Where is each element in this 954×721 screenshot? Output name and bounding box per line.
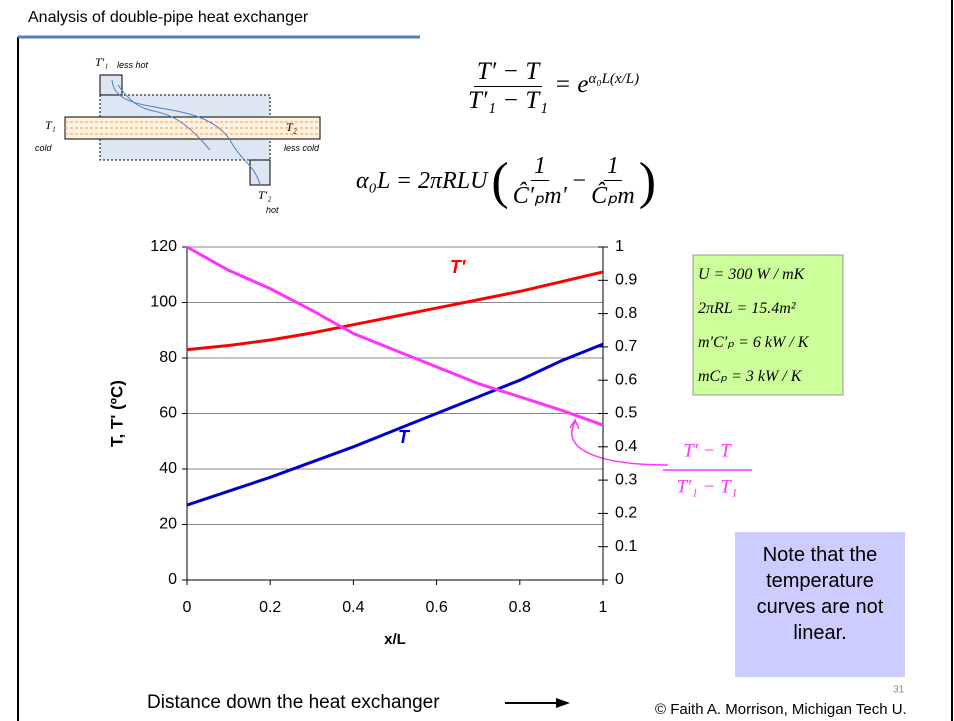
eq-den: Ĉ′ₚm′ <box>512 183 567 209</box>
ratio-denominator: T′₁ − T₁ <box>677 476 738 497</box>
eq-den: Ĉₚm <box>591 183 635 209</box>
ratio-arrow <box>571 421 669 466</box>
y2-tick-label: 1 <box>615 238 624 255</box>
y-axis-label: T, T' (ºC) <box>107 380 126 447</box>
y2-tick-label: 0.5 <box>615 405 637 422</box>
eq-minus: − <box>570 168 588 194</box>
parameter: m′C′ₚ = 6 kW / K <box>698 334 809 351</box>
y2-tick-label: 0.1 <box>615 538 637 555</box>
y2-tick-label: 0 <box>615 571 624 588</box>
series-label: T <box>398 427 411 447</box>
exchanger-diagram <box>64 74 321 186</box>
y2-tick-label: 0.8 <box>615 305 637 322</box>
parameter: mCₚ = 3 kW / K <box>698 368 802 385</box>
equation-alpha: α₀L = 2πRLU ( 1 Ĉ′ₚm′ − 1 Ĉₚm ) <box>356 152 656 211</box>
eq-paren: ( <box>491 153 509 210</box>
parameter: 2πRL = 15.4m² <box>698 300 796 317</box>
x-tick-label: 0.6 <box>425 599 447 616</box>
x-tick-label: 0 <box>183 599 192 616</box>
eq-exponent: α₀L(x/L) <box>588 70 640 87</box>
diagram-label: less cold <box>284 143 320 153</box>
parameter-list: U = 300 W / mK 2πRL = 15.4m² m′C′ₚ = 6 kW … <box>698 258 808 394</box>
eq-numerator: T′ − T <box>473 58 543 87</box>
x-axis-label: x/L <box>384 631 406 648</box>
ratio-numerator: T′ − T <box>683 440 732 461</box>
eq-lhs: α₀L = 2πRLU <box>356 168 488 194</box>
y2-tick-label: 0.9 <box>615 272 637 289</box>
eq-num: 1 <box>603 153 622 181</box>
slide-title: Analysis of double-pipe heat exchanger <box>28 9 309 26</box>
ratio-arrow-head <box>569 418 580 430</box>
x-tick-label: 0.2 <box>259 599 281 616</box>
diagram-label: T₂ <box>286 120 297 134</box>
y2-tick-label: 0.7 <box>615 338 637 355</box>
y2-tick-label: 0.2 <box>615 505 637 522</box>
x-tick-label: 0.8 <box>509 599 531 616</box>
diagram-label: less hot <box>117 60 149 70</box>
y-tick-label: 80 <box>159 349 177 366</box>
equation-ratio: T′ − T T′₁ − T₁ = eα₀L(x/L) <box>468 58 639 115</box>
y2-tick-label: 0.3 <box>615 471 637 488</box>
series-line <box>186 245 604 427</box>
series-line <box>186 342 604 507</box>
diagram-label: T′₂ <box>258 188 272 202</box>
parameter-box <box>692 254 844 396</box>
series-label: T′ <box>450 257 466 277</box>
y-tick-label: 20 <box>159 516 177 533</box>
y-tick-label: 60 <box>159 405 177 422</box>
eq-equals: = e <box>554 71 589 99</box>
note: Note that the temperature curves are not… <box>756 544 884 644</box>
diagram-label: cold <box>35 143 52 153</box>
caption-arrow-head <box>556 698 570 708</box>
parameter: U = 300 W / mK <box>698 266 805 283</box>
caption: Distance down the heat exchanger <box>147 692 440 713</box>
y-tick-label: 0 <box>168 571 177 588</box>
x-tick-label: 1 <box>599 599 608 616</box>
y2-tick-label: 0.6 <box>615 371 637 388</box>
y-tick-label: 40 <box>159 460 177 477</box>
y-tick-label: 100 <box>150 294 177 311</box>
diagram-label: hot <box>266 205 279 215</box>
eq-num: 1 <box>530 153 549 181</box>
y-tick-label: 120 <box>150 238 177 255</box>
page-number: 31 <box>893 685 905 696</box>
credit: © Faith A. Morrison, Michigan Tech U. <box>655 701 907 718</box>
x-tick-label: 0.4 <box>342 599 364 616</box>
series-line <box>186 270 604 352</box>
diagram-label: T₁ <box>45 118 56 132</box>
note-box <box>735 532 905 677</box>
y2-tick-label: 0.4 <box>615 438 637 455</box>
eq-denominator: T′₁ − T₁ <box>468 87 549 114</box>
diagram-label: T′₁ <box>95 55 109 69</box>
eq-paren: ) <box>638 153 657 210</box>
